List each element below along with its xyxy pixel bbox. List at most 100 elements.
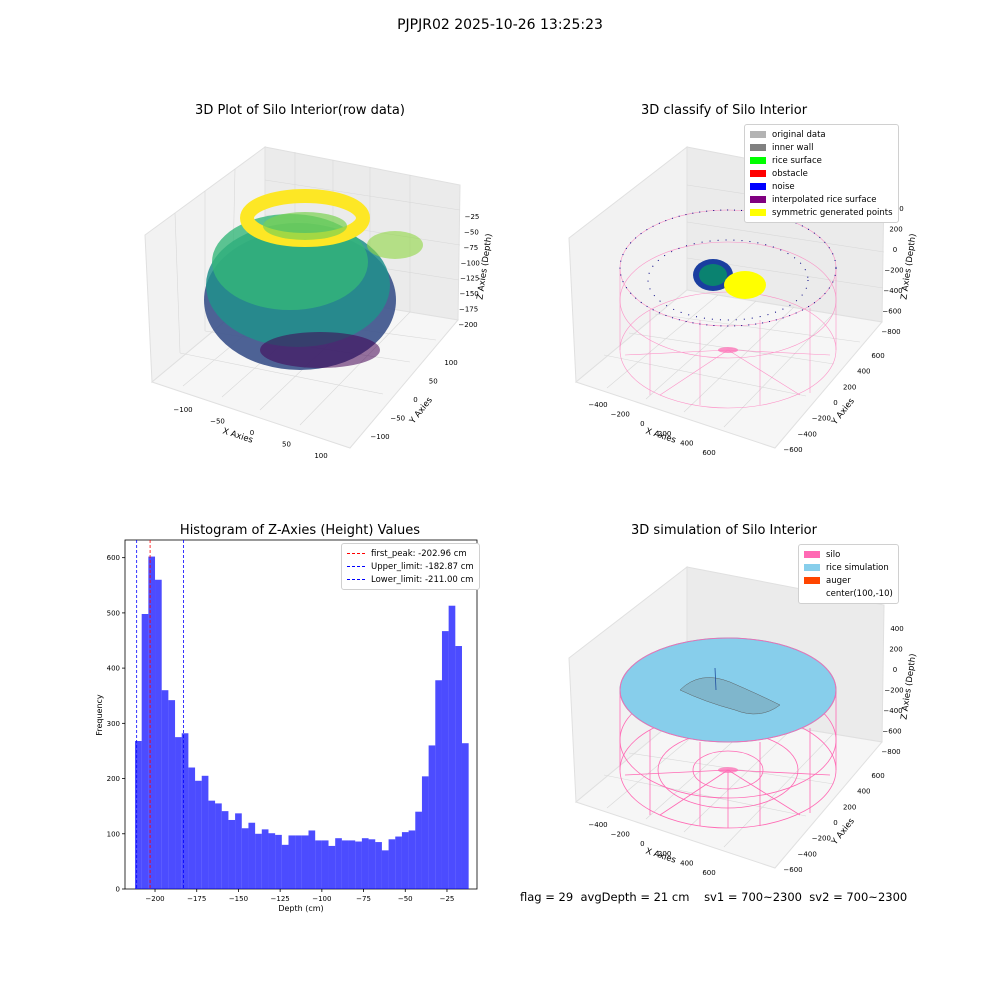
plot2-ztick-label: −400 — [883, 287, 902, 295]
plot1-rim-inner — [263, 212, 347, 240]
histogram-bar — [415, 811, 422, 889]
plot4-legend-swatch — [804, 590, 820, 597]
histogram-bar — [388, 839, 396, 889]
plot4-legend-item: silo — [804, 548, 893, 561]
plot1-surface — [204, 189, 423, 370]
histogram-bar — [355, 841, 362, 889]
plot2-title: 3D classify of Silo Interior — [640, 103, 808, 118]
plot2-ytick-label: 200 — [843, 383, 856, 391]
plot4-ytick-label: 200 — [843, 803, 856, 811]
plot1-title: 3D Plot of Silo Interior(row data) — [195, 103, 405, 118]
plot2-symmetric-points — [724, 271, 766, 299]
histogram-ytick-label: 600 — [107, 554, 120, 562]
plot2-ytick-label: 400 — [857, 368, 870, 376]
histogram-legend-line — [347, 566, 365, 567]
plot2-legend-swatch — [750, 131, 766, 138]
plot2-ztick-label: −800 — [881, 328, 900, 336]
plot1-xtick-label: −50 — [210, 418, 225, 426]
plot1-tick-labels: −100 −50 0 50 100 −100 −50 0 50 100 −25 −50 −75 −100 −… — [173, 213, 480, 460]
histogram-bar — [288, 835, 296, 889]
histogram-bar — [315, 840, 322, 889]
plot2-xtick-label: 0 — [640, 420, 644, 428]
plot2-legend-item: inner wall — [750, 141, 893, 154]
plot4-legend: silo rice simulation auger center(100,-10) — [798, 544, 899, 604]
plot1-ytick-label: −100 — [370, 433, 389, 441]
plot4-ztick-label: 200 — [889, 646, 902, 654]
plot1-ztick-label: −50 — [464, 228, 479, 236]
plot4-surface-depression — [679, 677, 781, 715]
plot1-ztick-label: −175 — [459, 306, 478, 314]
plot1-ytick-label: 100 — [444, 359, 457, 367]
plot4-xtick-label: −400 — [588, 821, 607, 829]
plot4-silo-wireframe — [619, 681, 837, 829]
histogram-bar — [228, 819, 236, 889]
histogram-xticks: −200 −175 −150 −125 −100 −75 −50 −25 — [145, 889, 454, 903]
histogram-xlabel: Depth (cm) — [278, 904, 323, 913]
plot1-xtick-label: 100 — [314, 452, 327, 460]
histogram-bar — [381, 850, 389, 889]
plot2-legend-label: inner wall — [772, 142, 814, 153]
plot1-ztick-label: −75 — [463, 244, 478, 252]
plot2-legend-label: symmetric generated points — [772, 207, 893, 218]
histogram-ytick-label: 300 — [107, 720, 120, 728]
histogram-bar — [461, 743, 469, 889]
histogram-bar — [428, 745, 436, 889]
plot2-axes — [568, 145, 885, 449]
histogram-bar — [401, 832, 409, 889]
histogram-bar — [421, 776, 429, 889]
histogram-bar — [335, 838, 342, 889]
histogram-bar — [275, 834, 282, 889]
plot4-ztick-label: −600 — [882, 728, 901, 736]
plot1-xtick-label: 0 — [250, 429, 254, 437]
plot2-xtick-label: −200 — [611, 411, 630, 419]
plot4-legend-item: center(100,-10) — [804, 587, 893, 600]
histogram-legend-item: Lower_limit: -211.00 cm — [347, 573, 474, 586]
histogram-legend-label: first_peak: -202.96 cm — [371, 548, 467, 559]
plot2-ytick-label: −200 — [812, 415, 831, 423]
histogram-bar — [375, 842, 382, 889]
plot4-legend-label: auger — [826, 575, 851, 586]
histogram-bar — [148, 556, 156, 889]
plot1-ytick-label: 50 — [429, 378, 438, 386]
histogram-bar — [241, 828, 249, 889]
histogram-bar — [201, 775, 209, 889]
histogram-bars — [135, 556, 469, 889]
plot4-xtick-label: 400 — [680, 859, 693, 867]
histogram-legend-item: first_peak: -202.96 cm — [347, 547, 474, 560]
histogram-ytick-label: 200 — [107, 775, 120, 783]
plot4-ztick-label: −400 — [883, 707, 902, 715]
histogram-bar — [441, 631, 449, 889]
plot4-ztick-label: −200 — [884, 687, 903, 695]
plot2-legend-item: interpolated rice surface — [750, 193, 893, 206]
plot2-legend-item: obstacle — [750, 167, 893, 180]
plot4-silo-top-rim — [619, 637, 837, 743]
plot1-ztick-label: −100 — [461, 259, 480, 267]
histogram-bar — [161, 690, 169, 889]
sv1-readout: sv1 = 700~2300 — [704, 890, 802, 904]
plot4-ytick-label: −400 — [798, 850, 817, 858]
plot2-legend-label: rice surface — [772, 155, 822, 166]
histogram-vlines — [136, 540, 185, 889]
plot2-ytick-label: 0 — [833, 399, 837, 407]
plot2-legend: original data inner wall rice surface obsta… — [744, 124, 899, 223]
histogram-bar — [348, 840, 356, 889]
histogram-bar — [155, 579, 162, 889]
plot4-title: 3D simulation of Silo Interior — [631, 523, 817, 538]
plot1-xtick-label: −100 — [173, 406, 192, 414]
histogram-ylabel: Frequency — [95, 694, 104, 736]
histogram-bar — [435, 680, 442, 889]
histogram-xtick-label: −25 — [440, 895, 455, 903]
plot2-legend-swatch — [750, 196, 766, 203]
plot2-legend-label: interpolated rice surface — [772, 194, 877, 205]
plot4-legend-swatch — [804, 577, 820, 584]
plot2-ztick-label: 200 — [889, 226, 902, 234]
histogram-bar — [181, 733, 189, 889]
plot2-ytick-label: −400 — [798, 430, 817, 438]
plot4-ztick-label: 400 — [890, 625, 903, 633]
plot4-ytick-label: 400 — [857, 788, 870, 796]
histogram-bar — [268, 833, 276, 889]
plot1-xtick-label: 50 — [282, 441, 291, 449]
histogram-xtick-label: −150 — [229, 895, 248, 903]
histogram-title: Histogram of Z-Axies (Height) Values — [179, 523, 421, 538]
